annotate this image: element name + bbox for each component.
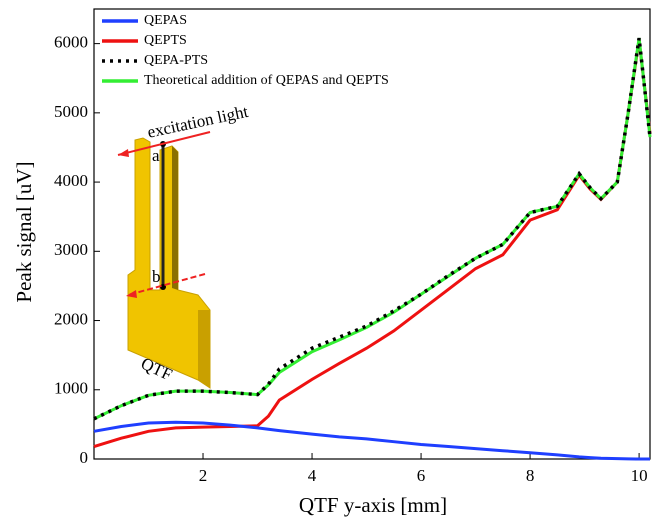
- series-line: [93, 420, 650, 461]
- y-axis-label: Peak signal [uV]: [12, 161, 36, 302]
- y-tick-label: 0: [80, 448, 89, 467]
- x-tick-label: 2: [199, 466, 208, 485]
- qtf-inset: [117, 131, 211, 389]
- y-tick-label: 6000: [54, 33, 88, 52]
- x-tick-label: 4: [308, 466, 317, 485]
- x-axis-label: QTF y-axis [mm]: [299, 493, 447, 517]
- x-tick-label: 10: [631, 466, 648, 485]
- annotation: a: [152, 146, 160, 165]
- y-tick-label: 1000: [54, 379, 88, 398]
- x-tick-label: 8: [526, 466, 535, 485]
- legend-label: Theoretical addition of QEPAS and QEPTS: [144, 73, 389, 88]
- plot-frame: [93, 8, 651, 460]
- legend-label: QEPTS: [144, 33, 187, 48]
- x-tick-label: 6: [417, 466, 426, 485]
- y-tick-label: 2000: [54, 309, 88, 328]
- y-tick-label: 4000: [54, 171, 88, 190]
- legend-label: QEPAS: [144, 13, 187, 28]
- series-line: [93, 37, 652, 421]
- annotation: b: [152, 267, 161, 286]
- y-tick-label: 3000: [54, 240, 88, 259]
- legend-label: QEPA-PTS: [144, 53, 208, 68]
- y-tick-label: 5000: [54, 102, 88, 121]
